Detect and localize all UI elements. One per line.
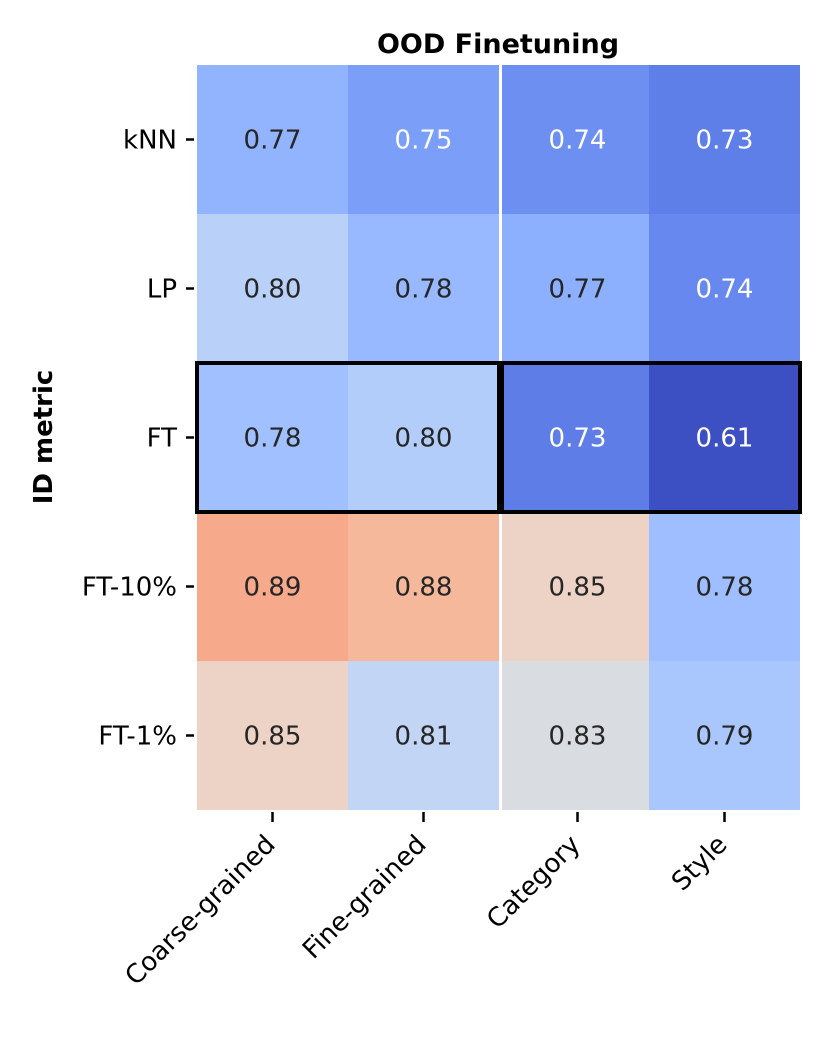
x-tick-label: Coarse-grained — [120, 830, 282, 992]
heatmap-cell — [502, 214, 653, 363]
cell-value-label: 0.80 — [395, 424, 453, 454]
y-tick-label: kNN — [123, 126, 177, 156]
heatmap-cell — [649, 363, 800, 512]
heatmap-cells — [197, 65, 800, 810]
heatmap-cell — [649, 512, 800, 661]
cell-value-label: 0.78 — [244, 424, 302, 454]
highlight-box — [500, 361, 802, 514]
x-tick-label: Fine-grained — [297, 830, 432, 965]
heatmap-cell — [197, 363, 348, 512]
heatmap-cell — [649, 65, 800, 214]
cell-value-label: 0.88 — [395, 573, 453, 603]
heatmap-cell — [649, 214, 800, 363]
y-tick-label: LP — [147, 275, 177, 305]
x-tick-label: Style — [666, 830, 733, 897]
cell-value-label: 0.89 — [244, 573, 302, 603]
cell-value-label: 0.73 — [696, 126, 754, 156]
cell-value-label: 0.61 — [696, 424, 754, 454]
cell-value-label: 0.83 — [549, 722, 607, 752]
y-axis-label: ID metric — [29, 370, 59, 505]
cell-value-label: 0.85 — [549, 573, 607, 603]
cell-value-label: 0.85 — [244, 722, 302, 752]
cell-value-label: 0.77 — [244, 126, 302, 156]
heatmap-cell — [348, 512, 499, 661]
cell-value-label: 0.81 — [395, 722, 453, 752]
cell-value-label: 0.78 — [696, 573, 754, 603]
heatmap-cell — [197, 512, 348, 661]
cell-value-label: 0.73 — [549, 424, 607, 454]
cell-value-label: 0.74 — [696, 275, 754, 305]
heatmap-cell — [502, 661, 653, 810]
heatmap-cell — [348, 363, 499, 512]
cell-value-label: 0.79 — [696, 722, 754, 752]
y-tick-label: FT — [147, 424, 177, 454]
heatmap-cell — [502, 363, 653, 512]
cell-value-label: 0.80 — [244, 275, 302, 305]
cell-value-label: 0.74 — [549, 126, 607, 156]
heatmap-cell — [348, 214, 499, 363]
highlight-box — [195, 361, 501, 514]
heatmap-cell — [197, 65, 348, 214]
y-tick-label: FT-1% — [98, 722, 177, 752]
cell-value-label: 0.77 — [549, 275, 607, 305]
heatmap-cell — [197, 661, 348, 810]
heatmap-cell — [502, 512, 653, 661]
heatmap-cell — [649, 661, 800, 810]
heatmap-cell — [197, 214, 348, 363]
cell-value-label: 0.75 — [395, 126, 453, 156]
y-axis-ticks: kNN LP FT FT-10% FT-1% — [82, 126, 194, 752]
x-tick-label: Category — [481, 830, 586, 935]
y-tick-label: FT-10% — [82, 573, 177, 603]
cell-value-label: 0.78 — [395, 275, 453, 305]
heatmap-cell-labels: 0.77 0.75 0.74 0.73 0.80 0.78 0.77 0.74 0.78 0.80… — [244, 126, 754, 752]
heatmap-cell — [502, 65, 653, 214]
heatmap-cell — [348, 65, 499, 214]
highlight-boxes — [195, 361, 802, 514]
heatmap-cell — [348, 661, 499, 810]
x-axis-ticks: Coarse-grained Fine-grained Category Style — [120, 812, 733, 992]
chart-title: OOD Finetuning — [377, 29, 619, 60]
